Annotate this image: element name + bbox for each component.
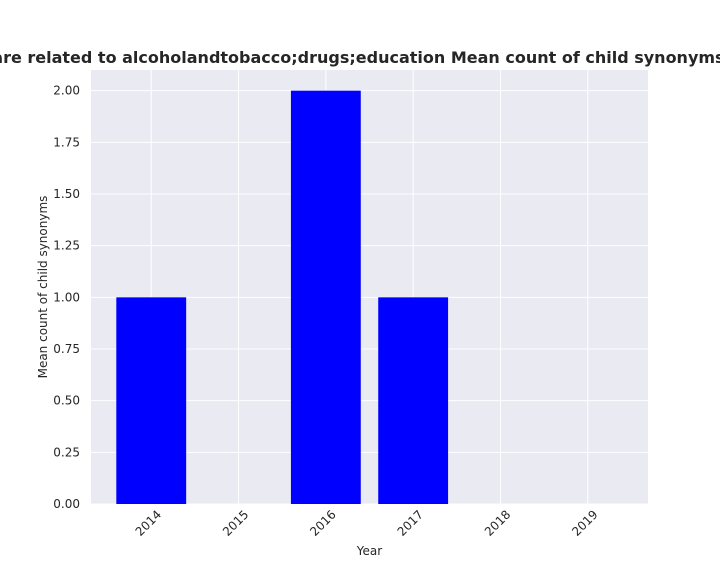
bars (116, 90, 449, 505)
y-tick-labels: 0.00 0.25 0.50 0.75 1.00 1.25 1.50 1.75 2.00 (53, 84, 80, 511)
bar-2016 (290, 90, 361, 505)
bar-2014 (116, 297, 187, 504)
y-tick-label: 1.75 (53, 135, 80, 149)
x-tick-label: 2018 (482, 507, 513, 538)
x-tick-label: 2019 (569, 507, 600, 538)
x-tick-label: 2017 (395, 507, 426, 538)
y-tick-label: 2.00 (53, 84, 80, 98)
y-tick-label: 1.00 (53, 290, 80, 304)
y-tick-label: 0.50 (53, 394, 80, 408)
y-tick-label: 1.25 (53, 239, 80, 253)
chart-title: Privacy policies are related to alcohola… (0, 48, 720, 67)
bar-2017 (378, 297, 449, 504)
x-tick-label: 2015 (220, 507, 251, 538)
x-tick-labels: 2014 2015 2016 2017 2018 2019 (133, 507, 601, 538)
x-tick-label: 2016 (307, 507, 338, 538)
y-tick-label: 0.25 (53, 445, 80, 459)
y-tick-label: 0.00 (53, 497, 80, 511)
x-axis-label: Year (356, 544, 382, 558)
y-axis-label: Mean count of child synonyms (36, 196, 50, 379)
y-tick-label: 1.50 (53, 187, 80, 201)
y-tick-label: 0.75 (53, 342, 80, 356)
x-tick-label: 2014 (133, 507, 164, 538)
